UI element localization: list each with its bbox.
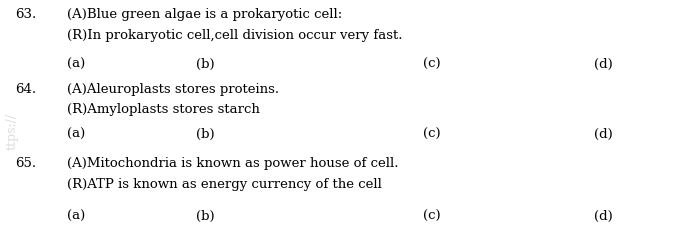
Text: (R)ATP is known as energy currency of the cell: (R)ATP is known as energy currency of th…	[67, 178, 382, 191]
Text: (a): (a)	[67, 210, 86, 223]
Text: 64.: 64.	[15, 83, 36, 96]
Text: (c): (c)	[423, 128, 440, 141]
Text: (b): (b)	[196, 128, 214, 141]
Text: (c): (c)	[423, 210, 440, 223]
Text: 65.: 65.	[15, 157, 36, 170]
Text: (b): (b)	[196, 58, 214, 71]
Text: (d): (d)	[594, 128, 613, 141]
Text: ttps://: ttps://	[5, 113, 19, 150]
Text: (A)Aleuroplasts stores proteins.: (A)Aleuroplasts stores proteins.	[67, 83, 280, 96]
Text: 63.: 63.	[15, 8, 36, 21]
Text: (d): (d)	[594, 58, 613, 71]
Text: (a): (a)	[67, 58, 86, 71]
Text: (R)Amyloplasts stores starch: (R)Amyloplasts stores starch	[67, 103, 260, 116]
Text: (c): (c)	[423, 58, 440, 71]
Text: (A)Blue green algae is a prokaryotic cell:: (A)Blue green algae is a prokaryotic cel…	[67, 8, 343, 21]
Text: (R)In prokaryotic cell,cell division occur very fast.: (R)In prokaryotic cell,cell division occ…	[67, 29, 403, 42]
Text: (A)Mitochondria is known as power house of cell.: (A)Mitochondria is known as power house …	[67, 157, 399, 170]
Text: (b): (b)	[196, 210, 214, 223]
Text: (a): (a)	[67, 128, 86, 141]
Text: (d): (d)	[594, 210, 613, 223]
